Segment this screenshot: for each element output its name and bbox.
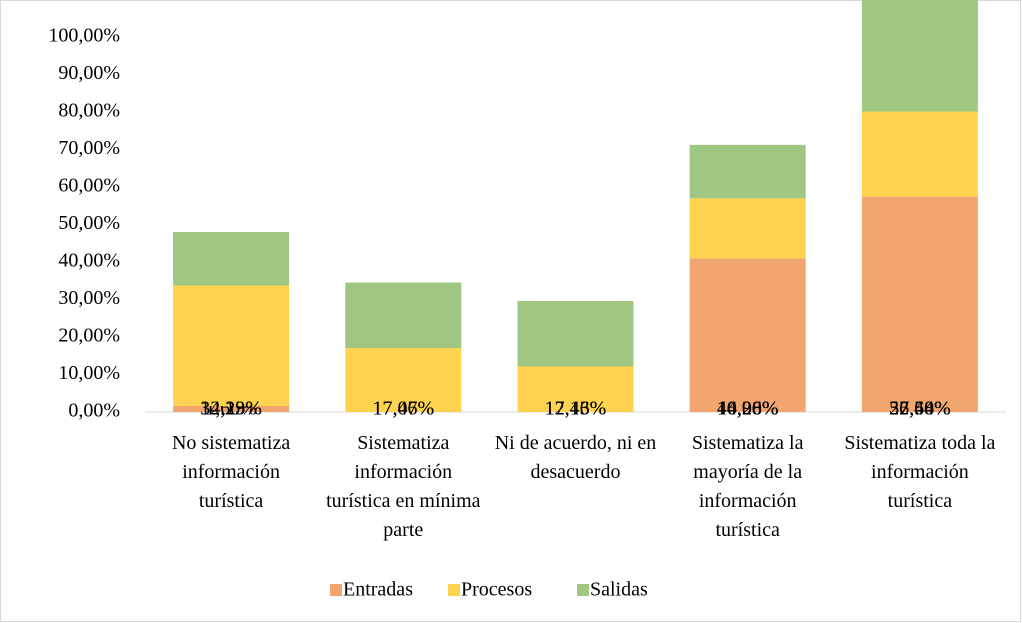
bar-segment xyxy=(689,198,806,259)
data-label: 14,29% xyxy=(200,398,262,420)
data-label: 14,28% xyxy=(717,398,779,420)
x-tick-label: Sistematiza toda la información turístic… xyxy=(844,432,996,512)
data-label: 12,13% xyxy=(545,398,607,420)
y-tick-label: 30,00% xyxy=(58,287,120,309)
data-label: 36,50% xyxy=(889,398,951,420)
y-tick-label: 70,00% xyxy=(58,137,120,159)
data-label: 17,46% xyxy=(545,398,607,420)
bar-segment xyxy=(345,348,462,412)
bar-segment xyxy=(689,144,806,199)
x-tick-label: Sistematiza la mayoría de la información… xyxy=(691,432,804,541)
bar-segment xyxy=(345,282,462,349)
y-tick-label: 80,00% xyxy=(58,100,120,122)
bar-segment xyxy=(861,196,978,412)
data-label: 17,06% xyxy=(372,398,434,420)
bar-segment xyxy=(861,0,978,112)
x-tick-label: No sistematiza información turística xyxy=(171,432,291,512)
bar-segment xyxy=(689,258,806,412)
data-label: 17,47% xyxy=(372,398,434,420)
bar-segment xyxy=(173,231,290,286)
y-tick-label: 40,00% xyxy=(58,250,120,272)
x-tick-label: Sistematiza información turística en mín… xyxy=(326,432,481,541)
data-label: 40,96% xyxy=(717,398,779,420)
y-tick-label: 20,00% xyxy=(58,325,120,347)
legend-swatch xyxy=(330,584,342,596)
bar-segment xyxy=(861,111,978,197)
x-tick-label: Ni de acuerdo, ni en desacuerdo xyxy=(494,432,657,483)
legend-swatch xyxy=(577,584,589,596)
y-tick-label: 10,00% xyxy=(58,362,120,384)
data-label: 16,00% xyxy=(717,398,779,420)
legend-label: Salidas xyxy=(590,579,648,601)
bar-segment xyxy=(517,301,634,367)
bar-segment xyxy=(173,406,290,412)
data-label: 32,13% xyxy=(200,398,262,420)
bar-segment xyxy=(517,366,634,412)
legend-swatch xyxy=(448,584,460,596)
y-tick-label: 100,00% xyxy=(48,25,120,47)
y-tick-label: 0,00% xyxy=(68,400,120,422)
y-tick-label: 50,00% xyxy=(58,212,120,234)
y-tick-label: 60,00% xyxy=(58,175,120,197)
data-label: 57,44% xyxy=(889,398,951,420)
legend-label: Procesos xyxy=(461,579,532,601)
legend-label: Entradas xyxy=(343,579,413,601)
data-label: 22,68% xyxy=(889,398,951,420)
bar-segment xyxy=(173,285,290,406)
y-tick-label: 90,00% xyxy=(58,62,120,84)
